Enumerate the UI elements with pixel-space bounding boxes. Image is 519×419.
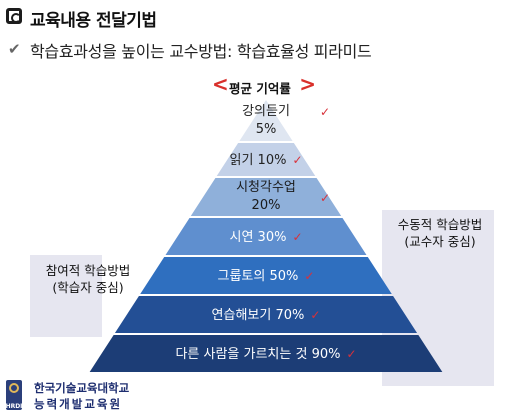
red-check-icon: ✓ xyxy=(292,152,303,167)
page-subtitle: 학습효과성을 높이는 교수방법: 학습효율성 피라미드 xyxy=(30,42,372,61)
pyramid-tier-2 xyxy=(216,143,316,176)
pyramid-tier-label-2: 읽기 10% ✓ xyxy=(166,151,366,170)
checkmark-icon: ✔ xyxy=(8,40,21,58)
org-name-line2: 능력개발교육원 xyxy=(34,397,123,411)
tier-activity: 시연 xyxy=(229,229,254,245)
red-check-icon: ✓ xyxy=(320,191,331,205)
left-bracket-icon: < xyxy=(212,72,229,96)
active-learning-label: 참여적 학습방법 (학습자 중심) xyxy=(28,262,148,296)
pyramid-tier-label-6: 연습해보기 70% ✓ xyxy=(166,306,366,325)
tier-percent: 10% xyxy=(257,152,287,168)
pyramid-tier-label-5: 그룹토의 50% ✓ xyxy=(166,267,366,286)
red-check-icon: ✓ xyxy=(320,104,331,119)
right-bracket-icon: > xyxy=(299,72,316,96)
tier-percent: 50% xyxy=(269,268,299,284)
pyramid-tier-7 xyxy=(89,335,443,372)
avg-retention-label: 평균 기억률 xyxy=(229,81,291,96)
tier-activity: 그룹토의 xyxy=(217,268,266,284)
active-learning-title: 참여적 학습방법 xyxy=(45,263,131,278)
passive-learning-label: 수동적 학습방법 (교수자 중심) xyxy=(388,216,492,250)
tier-activity: 시청각수업 xyxy=(236,180,296,195)
red-check-icon: ✓ xyxy=(292,229,303,244)
tier-percent: 5% xyxy=(255,121,277,137)
pyramid-tier-label-3: 시청각수업 20% ✓ xyxy=(166,179,366,215)
tier-percent: 20% xyxy=(251,198,281,213)
active-learning-band xyxy=(30,255,102,337)
tier-activity: 다른 사람을 가르치는 것 xyxy=(175,346,308,362)
pyramid-tier-6 xyxy=(114,296,418,333)
pyramid-tier-5 xyxy=(140,257,392,294)
pyramid-tier-label-1: 강의듣기 ✓ 5% xyxy=(166,103,366,139)
pyramid-tier-1 xyxy=(239,100,293,141)
pyramid-tier-4 xyxy=(165,218,367,255)
red-check-icon: ✓ xyxy=(304,268,315,283)
page-title: 교육내용 전달기법 xyxy=(30,11,157,31)
red-check-icon: ✓ xyxy=(346,346,357,361)
pyramid-tier-label-4: 시연 30% ✓ xyxy=(166,228,366,247)
red-check-icon: ✓ xyxy=(310,307,321,322)
active-learning-subtitle: (학습자 중심) xyxy=(52,280,124,295)
tier-activity: 강의듣기 xyxy=(242,103,290,119)
passive-learning-title: 수동적 학습방법 xyxy=(397,217,483,232)
tier-percent: 70% xyxy=(275,307,305,323)
tier-percent: 90% xyxy=(311,346,341,362)
logo-emblem-icon xyxy=(9,383,19,393)
tier-activity: 연습해보기 xyxy=(211,307,272,323)
org-name-line1: 한국기술교육대학교 xyxy=(34,381,130,395)
tier-activity: 읽기 xyxy=(229,152,254,168)
tier-percent: 30% xyxy=(257,229,287,245)
passive-learning-subtitle: (교수자 중심) xyxy=(404,234,476,249)
avg-label-brackets: < > xyxy=(212,74,316,96)
pyramid-tier-3 xyxy=(190,178,342,216)
title-c-icon xyxy=(6,8,22,24)
logo-caption: HRDI xyxy=(5,403,23,410)
pyramid-tier-label-7: 다른 사람을 가르치는 것 90% ✓ xyxy=(166,345,366,364)
